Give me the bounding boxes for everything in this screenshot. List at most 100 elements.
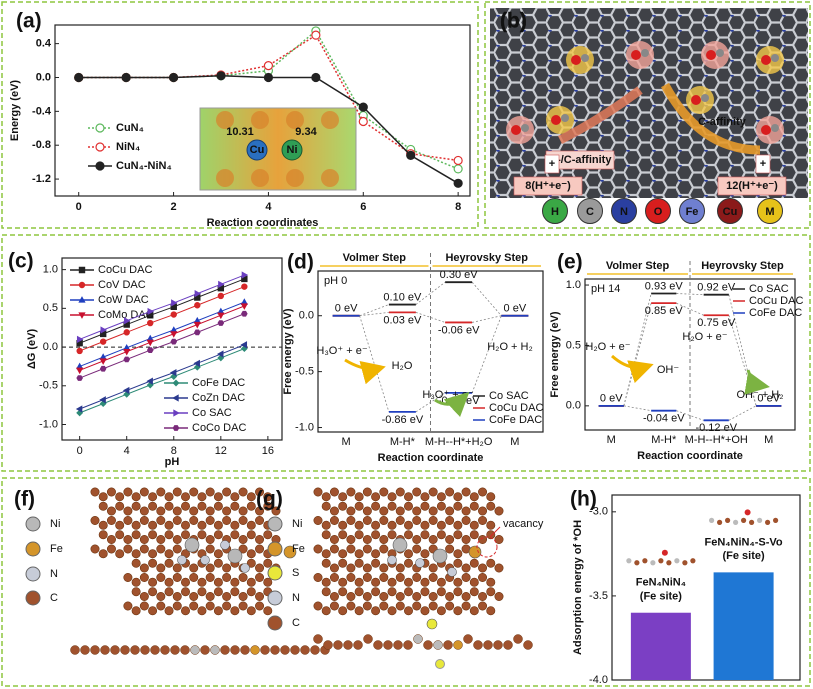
carbon-atom xyxy=(362,572,372,582)
atom-label: C xyxy=(50,592,58,604)
side-atom xyxy=(323,640,333,650)
legend-label: CoW DAC xyxy=(98,294,149,306)
carbon-atom xyxy=(148,501,158,511)
carbon-atom xyxy=(486,520,496,530)
atom-label: Fe xyxy=(686,206,699,218)
carbon-atom xyxy=(338,520,348,530)
carbon-atom xyxy=(395,601,405,611)
carbon-atom xyxy=(420,501,430,511)
molecule-atom xyxy=(650,560,656,566)
data-point xyxy=(99,338,107,345)
atom-label: N xyxy=(50,568,58,580)
carbon-atom xyxy=(148,549,158,559)
carbon-atom xyxy=(222,515,232,525)
carbon-atom xyxy=(205,601,215,611)
legend-marker xyxy=(95,123,105,133)
data-point xyxy=(194,290,202,298)
carbon-atom xyxy=(354,520,364,530)
carbon-atom xyxy=(205,515,215,525)
carbon-atom xyxy=(494,506,504,516)
carbon-atom xyxy=(238,506,248,516)
carbon-atom xyxy=(428,515,438,525)
carbon-atom xyxy=(371,520,381,530)
annotation: OH⁻ + H₂ xyxy=(736,389,783,401)
carbon-atom xyxy=(180,501,190,511)
carbon-atom xyxy=(246,606,256,616)
carbon-atom xyxy=(412,544,422,554)
carbon-atom xyxy=(189,601,199,611)
side-atom xyxy=(180,645,190,655)
y-tick-label: 1.0 xyxy=(43,264,58,276)
connector xyxy=(623,303,652,406)
data-point xyxy=(100,326,108,334)
carbon-atom xyxy=(486,558,496,568)
molecule-atom xyxy=(661,549,668,556)
side-atom xyxy=(443,640,453,650)
carbon-atom xyxy=(478,601,488,611)
data-point xyxy=(99,358,107,365)
carbon-atom xyxy=(445,515,455,525)
carbon-atom xyxy=(412,601,422,611)
carbon-atom xyxy=(106,534,116,544)
carbon-atom xyxy=(106,544,116,554)
value-label: 0.92 eV xyxy=(697,282,736,294)
border xyxy=(484,1,811,229)
carbon-atom xyxy=(379,591,389,601)
carbon-atom xyxy=(354,606,364,616)
carbon-atom xyxy=(321,492,331,502)
legend-marker xyxy=(78,312,86,319)
y-tick-label: 0.0 xyxy=(43,341,58,353)
plot-frame xyxy=(61,257,283,441)
y-tick-label: 0.5 xyxy=(566,339,581,351)
data-point xyxy=(76,375,83,381)
carbon-atom xyxy=(156,563,166,573)
x-axis-label: Reaction coordinate xyxy=(378,452,484,464)
data-point xyxy=(241,283,248,290)
atom-label: N xyxy=(292,592,300,604)
carbon-atom xyxy=(189,591,199,601)
carbon-atom xyxy=(321,501,331,511)
side-atom xyxy=(70,645,80,655)
annotation: H₂O + H₂ xyxy=(487,341,533,353)
x-axis-label: pH xyxy=(165,456,180,468)
carbon-atom xyxy=(338,606,348,616)
data-point xyxy=(194,302,201,309)
carbon-atom xyxy=(230,577,240,587)
carbon-atom xyxy=(354,558,364,568)
carbon-atom xyxy=(403,549,413,559)
affinity-arrow xyxy=(557,86,643,145)
side-atom xyxy=(120,645,130,655)
side-atom xyxy=(170,645,180,655)
carbon-atom xyxy=(222,563,232,573)
data-point xyxy=(170,338,178,345)
carbon-atom xyxy=(453,520,463,530)
bar xyxy=(713,572,774,680)
carbon-atom xyxy=(238,572,248,582)
carbon-atom xyxy=(180,587,190,597)
carbon-atom xyxy=(379,487,389,497)
atom-legend xyxy=(267,590,283,606)
carbon-atom xyxy=(478,591,488,601)
carbon-atom xyxy=(461,487,471,497)
carbon-atom xyxy=(139,487,149,497)
carbon-atom xyxy=(106,487,116,497)
legend-marker xyxy=(95,142,105,152)
carbon-atom xyxy=(354,549,364,559)
carbon-atom xyxy=(403,501,413,511)
value-label: 0 eV xyxy=(600,393,623,405)
carbon-atom xyxy=(453,577,463,587)
carbon-atom xyxy=(395,591,405,601)
carbon-atom xyxy=(131,587,141,597)
carbon-atom xyxy=(213,492,223,502)
carbon-atom xyxy=(412,572,422,582)
carbon-atom xyxy=(445,534,455,544)
y-tick-label: -0.5 xyxy=(295,366,314,378)
carbon-atom xyxy=(131,577,141,587)
carbon-atom xyxy=(222,591,232,601)
border xyxy=(1,1,479,229)
carbon-atom xyxy=(164,530,174,540)
carbon-atom xyxy=(172,572,182,582)
y-tick-label: -1.2 xyxy=(32,173,51,185)
carbon-atom xyxy=(478,563,488,573)
